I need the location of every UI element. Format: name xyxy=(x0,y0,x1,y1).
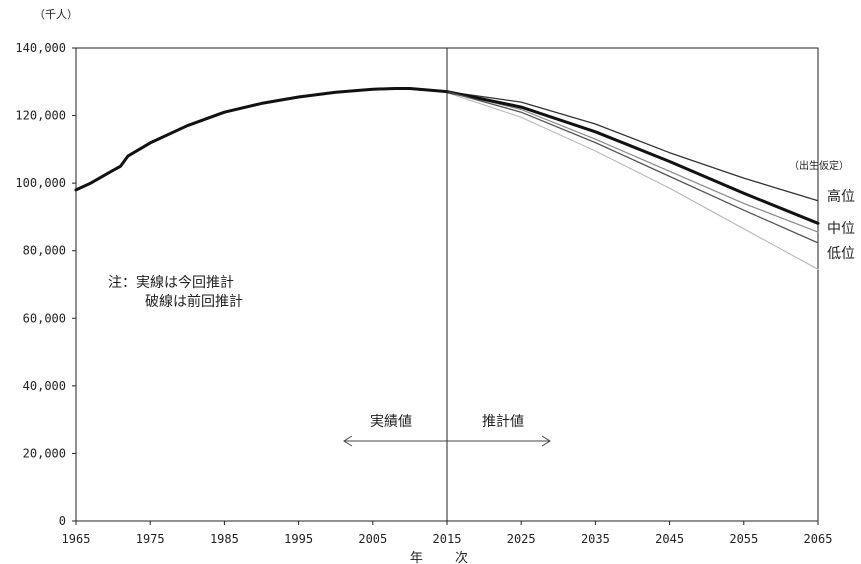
x-axis-label: 年 次 xyxy=(410,550,482,564)
y-tick-label: 20,000 xyxy=(23,446,66,460)
y-tick-label: 120,000 xyxy=(15,109,66,123)
series-line-1 xyxy=(446,90,819,202)
note-line-2: 破線は前回推計 xyxy=(145,293,243,310)
y-tick-label: 40,000 xyxy=(23,379,66,393)
y-tick-label: 60,000 xyxy=(23,311,66,325)
series-line-4 xyxy=(446,90,819,233)
note-line-1: 注：実線は今回推計 xyxy=(108,275,234,291)
y-tick-label: 80,000 xyxy=(23,244,66,258)
x-tick-label: 1965 xyxy=(62,532,91,546)
arrow-left-head xyxy=(343,435,353,447)
x-tick-label: 1975 xyxy=(136,532,165,546)
series-line-0 xyxy=(74,87,449,192)
x-tick-label: 1995 xyxy=(284,532,313,546)
x-tick-label: 2065 xyxy=(804,532,833,546)
y-tick-label: 140,000 xyxy=(15,41,66,55)
y-tick-label: 0 xyxy=(59,514,66,528)
assumption-title: （出生仮定） xyxy=(789,159,849,172)
legend-label-1: 高位 xyxy=(827,188,855,205)
x-tick-label: 1985 xyxy=(210,532,239,546)
x-tick-label: 2005 xyxy=(358,532,387,546)
x-tick-label: 2055 xyxy=(729,532,758,546)
actual-values-label: 実績値 xyxy=(370,414,412,430)
x-tick-label: 2035 xyxy=(581,532,610,546)
series-line-2 xyxy=(445,90,820,225)
series-line-3 xyxy=(446,90,819,244)
legend-label-3: 低位 xyxy=(827,246,855,262)
x-tick-label: 2015 xyxy=(433,532,462,546)
series-line-5 xyxy=(446,91,819,270)
y-unit-label: （千人） xyxy=(34,8,78,21)
projected-values-label: 推計値 xyxy=(482,414,524,430)
x-tick-label: 2025 xyxy=(507,532,536,546)
legend-label-2: 中位 xyxy=(827,221,855,237)
x-tick-label: 2045 xyxy=(655,532,684,546)
y-tick-label: 100,000 xyxy=(15,176,66,190)
arrow-right-head xyxy=(541,435,551,447)
